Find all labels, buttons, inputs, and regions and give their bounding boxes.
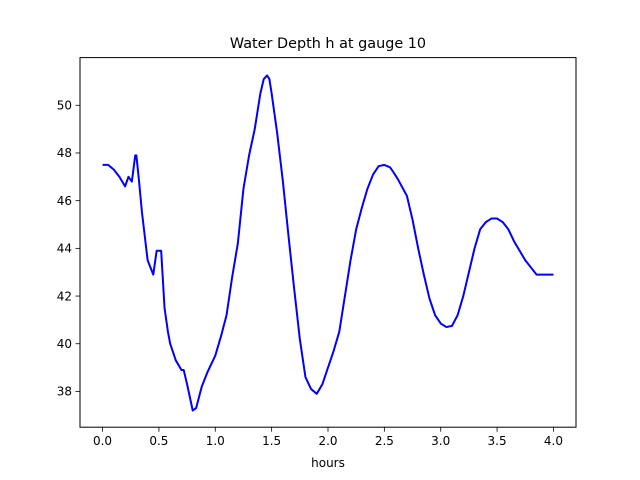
y-tick-label: 46 bbox=[57, 194, 72, 208]
plot-area bbox=[102, 74, 554, 412]
x-axis: 0.0 0.5 1.0 1.5 2.0 2.5 3.0 3.5 4.0 bbox=[93, 427, 563, 448]
x-tick-label: 1.0 bbox=[206, 434, 225, 448]
x-tick-label: 0.0 bbox=[93, 434, 112, 448]
y-tick-label: 44 bbox=[57, 242, 72, 256]
x-axis-label: hours bbox=[311, 456, 345, 470]
x-tick-label: 3.0 bbox=[431, 434, 450, 448]
chart-title: Water Depth h at gauge 10 bbox=[230, 36, 426, 52]
y-tick-label: 42 bbox=[57, 289, 72, 303]
x-tick-label: 3.5 bbox=[488, 434, 507, 448]
y-tick-label: 50 bbox=[57, 98, 72, 112]
x-tick-label: 0.5 bbox=[149, 434, 168, 448]
x-tick-label: 1.5 bbox=[262, 434, 281, 448]
y-tick-label: 38 bbox=[57, 385, 72, 399]
x-tick-label: 2.0 bbox=[318, 434, 337, 448]
x-tick-label: 4.0 bbox=[544, 434, 563, 448]
x-tick-label: 2.5 bbox=[375, 434, 394, 448]
y-tick-label: 48 bbox=[57, 146, 72, 160]
series-line-0 bbox=[102, 74, 554, 412]
y-axis: 38 40 42 44 46 48 50 bbox=[57, 98, 80, 399]
y-tick-label: 40 bbox=[57, 337, 72, 351]
